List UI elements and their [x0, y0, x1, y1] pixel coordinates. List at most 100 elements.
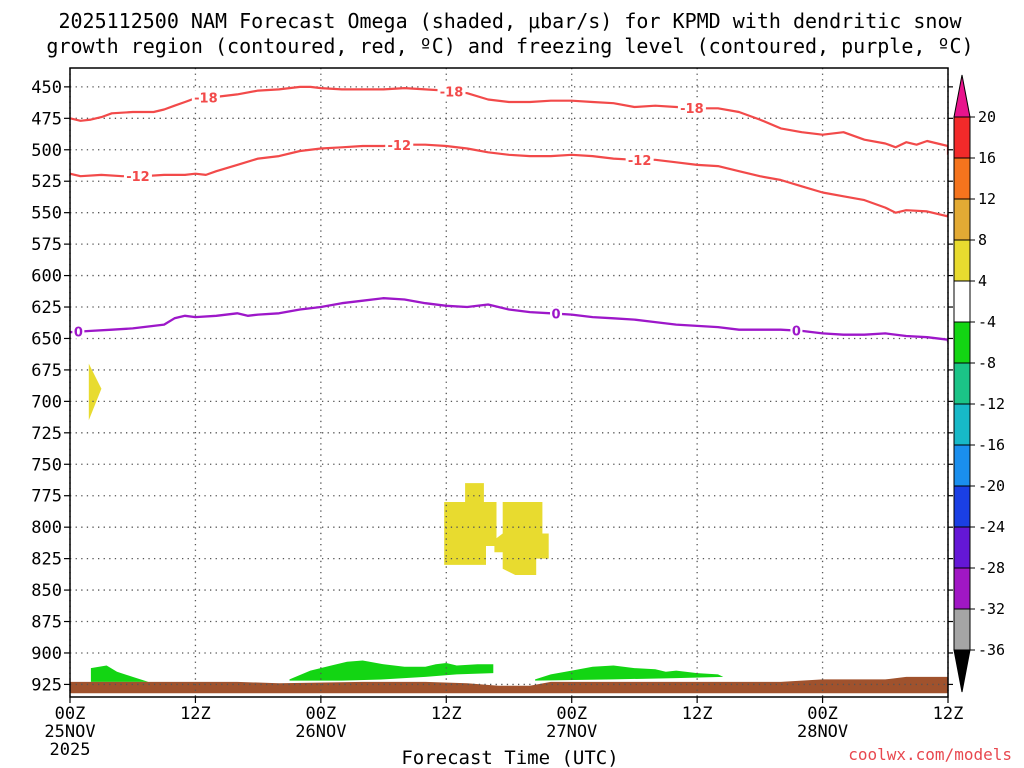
contour-label-bg--12-0 [123, 169, 152, 184]
contour-line-freezing_level-0 [70, 297, 948, 343]
y-tick-label-725: 725 [31, 424, 62, 444]
colorbar-label-8: -16 [978, 436, 1005, 454]
contour-label-0-1: 0 [552, 308, 561, 323]
y-tick-label-650: 650 [31, 329, 62, 349]
colorbar-swatch-12 [953, 608, 971, 651]
colorbar-swatch-8 [953, 444, 971, 487]
grid-layer [69, 68, 949, 697]
contour-label--12-0: -12 [126, 170, 150, 185]
x-tick-time-6: 00Z [807, 704, 838, 724]
colorbar-swatch-9 [953, 485, 971, 528]
colorbar-swatch-0 [953, 116, 971, 159]
chart-title-line-1: 2025112500 NAM Forecast Omega (shaded, μ… [58, 9, 962, 33]
omega-4-to-8-near-25nov [88, 363, 102, 421]
colorbar-swatch-4 [953, 280, 971, 323]
contour-label-bg-0-1 [550, 306, 563, 321]
y-tick-label-475: 475 [31, 109, 62, 129]
x-tick-time-5: 12Z [682, 704, 713, 724]
y-tick-label-750: 750 [31, 455, 62, 475]
x-tick-date-2: 26NOV [295, 722, 346, 742]
colorbar-label-11: -28 [978, 559, 1005, 577]
contour-line-dendritic_contour--12 [70, 143, 948, 218]
y-tick-label-925: 925 [31, 675, 62, 695]
contour-label-bg--12-2 [625, 152, 654, 167]
x-tick-date-4: 27NOV [546, 722, 597, 742]
y-tick-label-575: 575 [31, 235, 62, 255]
x-tick-time-7: 12Z [933, 704, 964, 724]
colorbar-label-7: -12 [978, 395, 1005, 413]
contour-label-bg--18-1 [437, 84, 466, 99]
colorbar-swatch-2 [953, 198, 971, 241]
x-tick-time-3: 12Z [431, 704, 462, 724]
colorbar-label-13: -36 [978, 641, 1005, 659]
y-tick-label-800: 800 [31, 518, 62, 538]
colorbar-label-0: 20 [978, 108, 996, 126]
y-tick-label-900: 900 [31, 644, 62, 664]
contour-label--12-2: -12 [628, 154, 652, 169]
colorbar-swatch-7 [953, 403, 971, 446]
y-tick-label-850: 850 [31, 581, 62, 601]
colorbar-label-6: -8 [978, 354, 996, 372]
omega-4-to-8-left-block [444, 483, 497, 565]
plot-border [69, 67, 949, 698]
omega-neg4-to-neg8-right [535, 665, 724, 681]
y-tick-label-625: 625 [31, 298, 62, 318]
plot-frame [69, 67, 949, 698]
y-tick-label-600: 600 [31, 267, 62, 287]
contour-label--18-1: -18 [440, 85, 464, 100]
x-tick-date-0: 25NOV [44, 722, 95, 742]
credit-text: coolwx.com/models [848, 745, 1012, 764]
y-axis: 450 475 500 525 550 575 600 625 650 675 700 725 750 7… [31, 78, 953, 695]
contour-label-bg--12-1 [385, 138, 414, 153]
contour-label-bg--18-2 [677, 100, 706, 115]
colorbar-label-2: 12 [978, 190, 996, 208]
contour-layer: -18 -18 -18 -12 -12 -12 0 0 0 [70, 84, 948, 343]
y-tick-label-525: 525 [31, 172, 62, 192]
colorbar-label-3: 8 [978, 231, 987, 249]
y-tick-label-875: 875 [31, 613, 62, 633]
omega-neg4-to-neg8-center [289, 660, 494, 681]
y-tick-label-450: 450 [31, 78, 62, 98]
omega-4-to-8-right-block [494, 502, 549, 575]
ground-surface [70, 676, 948, 694]
x-tick-time-4: 00Z [556, 704, 587, 724]
contour-label-0-2: 0 [792, 325, 801, 340]
colorbar-swatch-5 [953, 321, 971, 364]
colorbar-label-9: -20 [978, 477, 1005, 495]
contour-label--18-0: -18 [194, 92, 218, 107]
y-tick-label-550: 550 [31, 204, 62, 224]
omega-shading-layer [70, 363, 948, 694]
contour-label-0-0: 0 [74, 326, 83, 341]
colorbar-swatch-11 [953, 567, 971, 610]
contour-label-bg-0-0 [72, 324, 85, 339]
x-tick-time-0: 00Z [55, 704, 86, 724]
colorbar-swatch-3 [953, 239, 971, 282]
colorbar-top-arrow [953, 74, 971, 118]
x-tick-date-6: 28NOV [797, 722, 848, 742]
contour-label--12-1: -12 [388, 139, 412, 154]
x-tick-time-1: 12Z [180, 704, 211, 724]
y-tick-label-775: 775 [31, 487, 62, 507]
colorbar-label-4: 4 [978, 272, 987, 290]
y-tick-label-825: 825 [31, 550, 62, 570]
omega-neg4-to-neg8-left [90, 665, 149, 682]
contour-label-bg--18-0 [191, 90, 220, 105]
x-tick-time-2: 00Z [305, 704, 336, 724]
y-tick-label-700: 700 [31, 392, 62, 412]
x-tick-year-0: 2025 [50, 740, 91, 760]
colorbar-label-1: 16 [978, 149, 996, 167]
contour-line-dendritic_contour--18 [70, 85, 948, 155]
y-tick-label-500: 500 [31, 141, 62, 161]
colorbar-label-5: -4 [978, 313, 996, 331]
colorbar-label-12: -32 [978, 600, 1005, 618]
colorbar-bottom-arrow [953, 649, 971, 693]
colorbar-swatch-1 [953, 157, 971, 200]
contour-label--18-2: -18 [680, 102, 704, 117]
colorbar-swatch-10 [953, 526, 971, 569]
colorbar: 20 16 12 8 4 -4 -8 -12 -16 -20 -24 -28 -32 -36 [953, 74, 1005, 693]
x-axis-label: Forecast Time (UTC) [401, 747, 618, 768]
colorbar-swatch-6 [953, 362, 971, 405]
colorbar-label-10: -24 [978, 518, 1005, 536]
chart-title-line-2: growth region (contoured, red, ºC) and f… [46, 34, 973, 58]
